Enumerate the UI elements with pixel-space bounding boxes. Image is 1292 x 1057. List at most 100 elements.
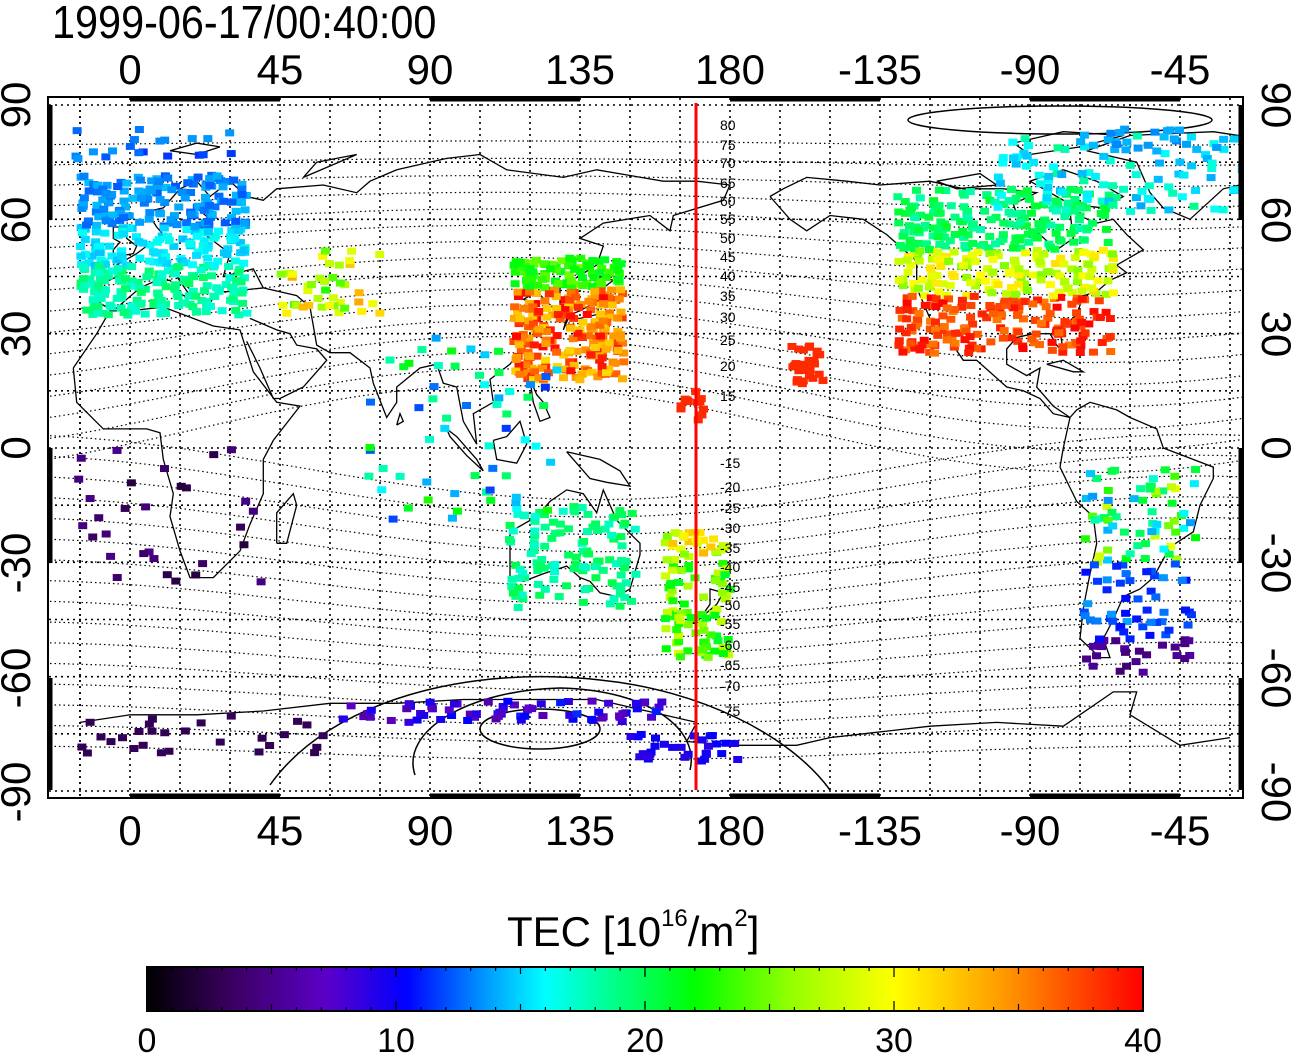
- tec-point: [675, 617, 685, 625]
- tec-point: [926, 317, 936, 325]
- tec-point: [80, 235, 90, 243]
- tec-point: [553, 280, 563, 288]
- contour-label: 40: [720, 268, 736, 284]
- tec-point: [1142, 568, 1152, 576]
- tec-point: [942, 291, 952, 299]
- tec-point: [228, 284, 238, 292]
- tec-point: [635, 753, 645, 761]
- tec-point: [676, 402, 686, 410]
- tec-point: [1125, 577, 1135, 585]
- tec-point: [532, 352, 542, 360]
- tec-point: [1001, 301, 1011, 309]
- tec-point: [82, 221, 92, 229]
- tec-point: [934, 202, 944, 210]
- tec-point: [1008, 138, 1018, 146]
- tec-point: [184, 280, 194, 288]
- tec-point: [366, 398, 376, 406]
- contour-label: 25: [720, 332, 736, 348]
- tec-point: [697, 611, 707, 619]
- tec-point: [536, 562, 546, 570]
- tec-point: [975, 277, 985, 285]
- tec-point: [239, 274, 249, 282]
- tec-point: [589, 274, 599, 282]
- tec-point: [925, 348, 935, 356]
- tec-point: [1030, 316, 1040, 324]
- tec-point: [1186, 133, 1196, 141]
- tec-point: [521, 361, 531, 369]
- tec-point: [1154, 159, 1164, 167]
- tec-point: [928, 224, 938, 232]
- tec-point: [910, 344, 920, 352]
- tec-point: [187, 211, 197, 219]
- tec-point: [1066, 229, 1076, 237]
- tec-point: [600, 525, 610, 533]
- tec-point: [209, 261, 219, 269]
- tec-point: [928, 340, 938, 348]
- tec-point: [205, 181, 215, 189]
- tec-point: [135, 254, 145, 262]
- tec-point: [88, 296, 98, 304]
- tec-point: [607, 286, 617, 294]
- tec-point: [614, 295, 624, 303]
- tec-point: [195, 221, 205, 229]
- tec-point: [230, 257, 240, 265]
- tec-point: [517, 591, 527, 599]
- tec-point: [958, 189, 968, 197]
- tec-point: [805, 366, 815, 374]
- tec-point: [578, 318, 588, 326]
- tec-point: [442, 414, 452, 422]
- tec-point: [513, 308, 523, 316]
- tec-point: [604, 365, 614, 373]
- tec-point: [699, 626, 709, 634]
- tec-point: [1039, 298, 1049, 306]
- contour-label: -65: [720, 657, 740, 673]
- tec-point: [494, 347, 504, 355]
- tec-point: [942, 336, 952, 344]
- tec-point: [568, 335, 578, 343]
- mag-lat-contour: [49, 724, 1243, 743]
- tec-point: [172, 263, 182, 271]
- tec-point: [1066, 185, 1076, 193]
- tec-point: [716, 618, 726, 626]
- tec-point: [805, 342, 815, 350]
- tec-point: [202, 298, 212, 306]
- tec-point: [1187, 162, 1197, 170]
- tec-point: [117, 247, 127, 255]
- coastline-asia: [209, 153, 731, 445]
- tec-point: [587, 368, 597, 376]
- tec-point: [1098, 246, 1108, 254]
- tec-point: [910, 248, 920, 256]
- mag-lat-contour: [49, 683, 1243, 709]
- tec-point: [156, 296, 166, 304]
- tec-point: [1022, 152, 1032, 160]
- tec-point: [596, 287, 606, 295]
- contour-label: -25: [720, 500, 740, 516]
- tec-point: [196, 228, 206, 236]
- tec-point: [589, 339, 599, 347]
- tec-point: [1020, 135, 1030, 143]
- tec-point: [238, 299, 248, 307]
- tec-point: [1004, 269, 1014, 277]
- tec-point: [229, 176, 239, 184]
- tec-point: [986, 338, 996, 346]
- contour-label: -45: [720, 579, 740, 595]
- tec-point: [512, 332, 522, 340]
- tec-point: [1146, 618, 1156, 626]
- tec-point: [206, 272, 216, 280]
- tec-point: [569, 565, 579, 573]
- tec-point: [160, 136, 170, 144]
- tec-point: [924, 213, 934, 221]
- tec-point: [710, 647, 720, 655]
- tec-point: [512, 504, 522, 512]
- tec-point: [163, 174, 173, 182]
- tec-point: [902, 256, 912, 264]
- tec-point: [586, 306, 596, 314]
- tec-point: [1174, 126, 1184, 134]
- tec-point: [593, 527, 603, 535]
- tec-point: [1170, 643, 1180, 651]
- x-tick-top: -90: [1000, 46, 1061, 93]
- tec-point: [607, 301, 617, 309]
- tec-point: [528, 303, 538, 311]
- tec-point: [1051, 229, 1061, 237]
- tec-point: [1032, 234, 1042, 242]
